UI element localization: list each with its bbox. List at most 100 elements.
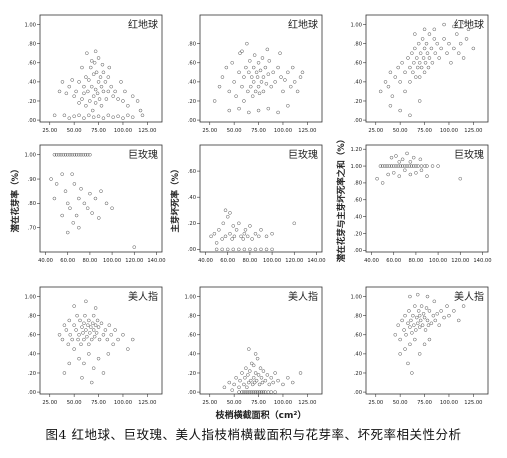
plot-frame (39, 14, 163, 123)
data-point (391, 164, 396, 168)
data-point (220, 237, 224, 241)
data-point (88, 191, 92, 196)
data-point (413, 337, 417, 342)
data-point (89, 84, 94, 89)
data-point (76, 337, 80, 342)
data-point (265, 373, 270, 377)
data-point (225, 247, 230, 252)
data-point (261, 390, 266, 394)
x-tick-label: 100.00 (114, 400, 132, 406)
data-point (113, 328, 117, 332)
y-tick-label: .80 (188, 313, 196, 319)
x-tick-label: 125.00 (464, 128, 482, 134)
panel-title: 巨玫瑰 (288, 148, 318, 161)
scatter-panel: 25.00 50.00 75.00 100.00 125.00 .00 .20 .40 .60.… (24, 14, 163, 134)
data-point (429, 321, 434, 326)
data-point (248, 390, 252, 394)
data-point (437, 56, 441, 60)
data-point (416, 164, 420, 168)
data-point (96, 356, 101, 361)
data-point (419, 164, 424, 168)
y-tick-label: .40 (188, 80, 196, 86)
data-point (380, 164, 385, 168)
data-point (410, 331, 414, 335)
data-point (292, 221, 297, 226)
data-point (255, 75, 260, 79)
data-point (249, 361, 254, 366)
data-point (77, 113, 81, 118)
data-point (286, 70, 290, 75)
data-point (247, 347, 251, 351)
data-point (388, 104, 393, 108)
data-point (256, 373, 261, 377)
data-point (89, 380, 94, 385)
data-point (228, 231, 232, 236)
data-point (456, 318, 461, 323)
data-point (242, 99, 246, 103)
data-point (405, 164, 409, 168)
data-point (422, 46, 427, 51)
data-point (430, 61, 435, 65)
data-point (91, 94, 96, 98)
y-tick-label: .60 (354, 198, 362, 204)
plot-frame (39, 144, 163, 253)
data-point (81, 152, 86, 157)
data-point (458, 41, 463, 46)
data-point (91, 313, 96, 318)
data-point (253, 390, 258, 394)
data-point (246, 390, 250, 394)
data-point (242, 247, 247, 252)
x-tick-label: 120.00 (285, 258, 303, 264)
y-tick-label: .60 (188, 169, 196, 175)
panel-title: 红地球 (288, 18, 318, 31)
y-tick-label: .00 (188, 118, 196, 124)
x-tick-label: 75.00 (251, 400, 266, 406)
data-point (111, 342, 115, 347)
data-point (95, 91, 100, 96)
data-point (419, 168, 424, 173)
data-point (90, 211, 94, 215)
data-point (253, 89, 258, 94)
data-point (242, 75, 246, 79)
data-point (253, 371, 258, 375)
data-point (220, 75, 225, 79)
y-tick-label: .40 (188, 195, 196, 201)
data-point (72, 114, 76, 119)
data-point (278, 51, 282, 55)
x-tick-label: 75.00 (91, 400, 106, 406)
y-tick-label: .70 (28, 225, 36, 231)
data-point (60, 172, 64, 176)
data-point (92, 61, 97, 65)
y-tick-label: .60 (28, 333, 36, 339)
x-tick-label: 140.00 (307, 258, 325, 264)
data-point (239, 234, 243, 239)
y-tick-label: .80 (354, 41, 362, 47)
data-point (257, 382, 262, 387)
data-point (86, 89, 90, 94)
data-point (222, 385, 227, 390)
data-point (290, 65, 295, 70)
y-tick-label: .40 (354, 352, 362, 358)
data-point (223, 208, 228, 212)
data-point (72, 304, 76, 308)
data-point (244, 65, 248, 70)
scatter-panel: 25.00 50.00 75.00 100.00 125.00 .00 .20 .40 .60.… (188, 14, 323, 134)
data-point (386, 84, 391, 89)
data-point (87, 318, 91, 323)
data-point (403, 168, 407, 173)
data-point (68, 333, 73, 337)
data-point (230, 61, 234, 65)
data-point (408, 80, 412, 84)
data-point (121, 116, 125, 120)
data-point (406, 321, 410, 326)
data-point (237, 385, 241, 390)
data-point (248, 59, 252, 63)
data-point (283, 78, 287, 82)
data-point (52, 152, 57, 157)
y-tick-label: .00 (28, 390, 36, 396)
data-point (437, 323, 441, 327)
data-point (398, 108, 402, 113)
data-point (240, 390, 244, 394)
data-point (250, 382, 255, 387)
y-tick-label: .20 (28, 99, 36, 105)
